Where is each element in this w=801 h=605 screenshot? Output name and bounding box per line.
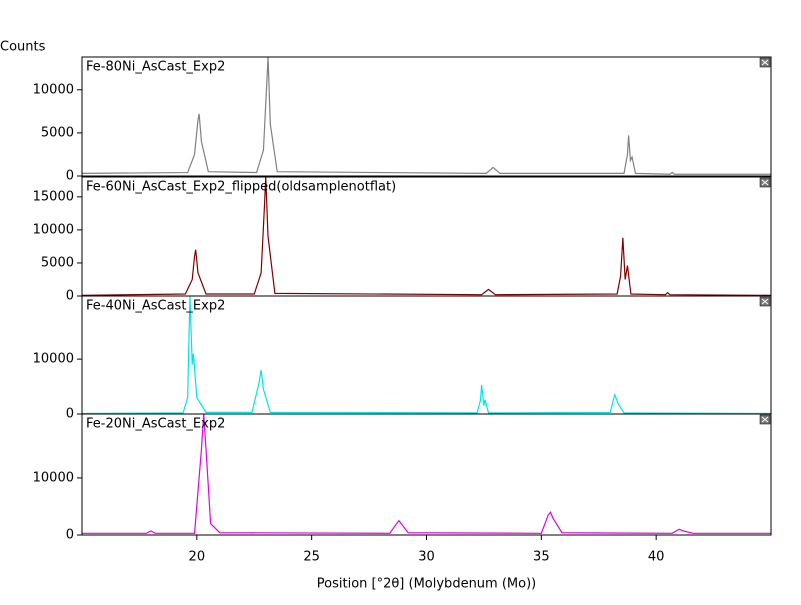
y-tick-label: 10000: [33, 470, 74, 485]
y-axis-label: Counts: [0, 40, 46, 55]
panel-frame: [81, 176, 772, 297]
panel-frame: [81, 295, 772, 415]
y-tick-label: 10000: [33, 82, 74, 97]
data-line: [81, 56, 771, 175]
y-tick-label: 0: [66, 169, 74, 184]
series-label: Fe-40Ni_AsCast_Exp2: [86, 299, 225, 314]
close-icon: [761, 179, 769, 186]
y-tick-label: 15000: [33, 189, 74, 204]
x-axis-label: Position [°2θ] (Molybdenum (Mo)): [317, 577, 536, 592]
y-tick-label: 5000: [41, 125, 74, 140]
data-line: [82, 413, 771, 534]
x-tick-label: 25: [303, 550, 320, 565]
panel-frame: [81, 56, 772, 177]
y-tick-label: 0: [66, 407, 74, 422]
x-tick-label: 20: [189, 550, 206, 565]
x-tick-label: 30: [418, 550, 435, 565]
y-tick-label: 10000: [33, 222, 74, 237]
close-icon: [761, 416, 769, 423]
y-tick-label: 0: [66, 289, 74, 304]
x-tick-label: 40: [648, 550, 665, 565]
x-tick-label: 35: [533, 550, 550, 565]
close-icon: [761, 298, 769, 305]
series-label: Fe-80Ni_AsCast_Exp2: [86, 60, 225, 75]
close-icon: [761, 59, 769, 66]
series-label: Fe-60Ni_AsCast_Exp2_flipped(oldsamplenot…: [86, 180, 396, 195]
series-label: Fe-20Ni_AsCast_Exp2: [86, 417, 225, 432]
y-tick-label: 5000: [41, 255, 74, 270]
y-tick-label: 10000: [33, 352, 74, 367]
panel-frame: [81, 413, 772, 536]
data-line: [81, 295, 772, 415]
y-tick-label: 0: [66, 528, 74, 543]
data-line: [81, 176, 772, 296]
